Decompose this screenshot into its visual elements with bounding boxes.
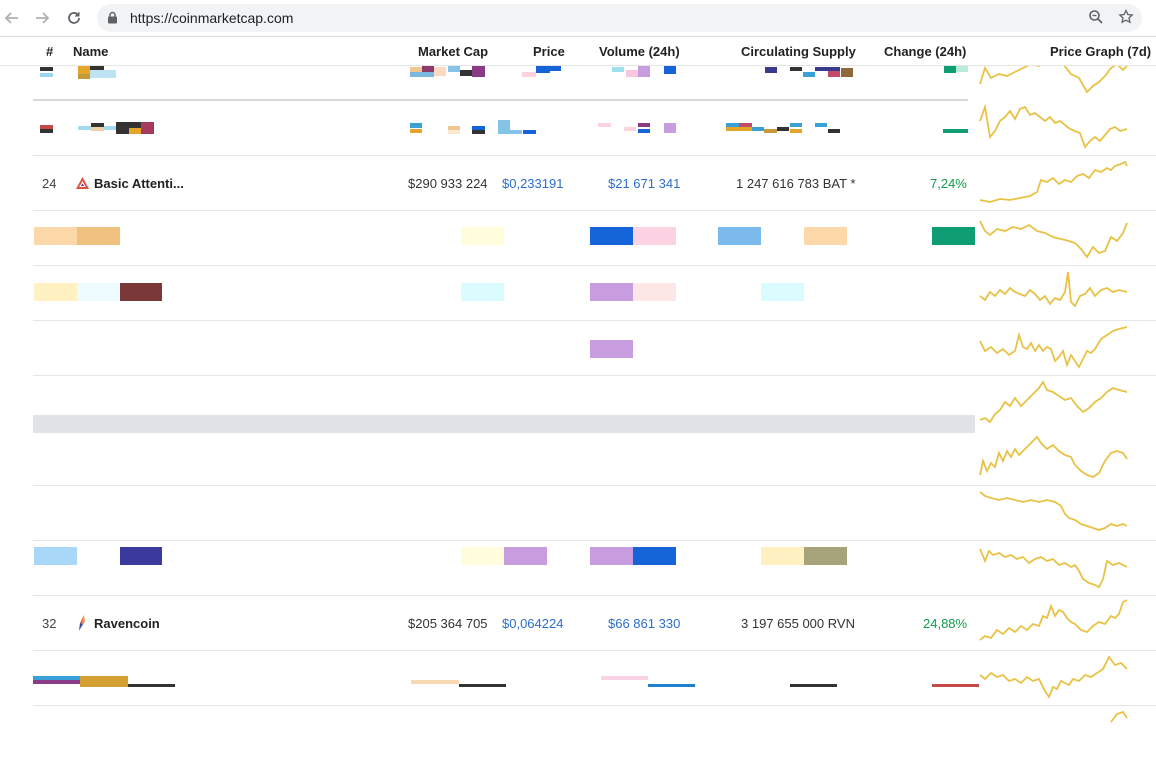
row-rank: 32 [42, 616, 57, 631]
row-divider [33, 99, 968, 101]
row-divider [33, 540, 1156, 541]
address-bar[interactable]: https://coinmarketcap.com [97, 4, 1142, 32]
ravencoin-logo-icon [76, 615, 88, 634]
header-volume[interactable]: Volume (24h) [599, 44, 680, 59]
row-divider [33, 265, 1156, 266]
reload-icon[interactable] [62, 6, 86, 30]
row-price-link[interactable]: $0,233191 [502, 176, 564, 191]
header-supply[interactable]: Circulating Supply [741, 44, 856, 59]
row-supply: 1 247 616 783 BAT * [736, 176, 856, 191]
loading-band [33, 415, 975, 433]
row-name-link[interactable]: Ravencoin [94, 616, 160, 631]
row-volume-link[interactable]: $66 861 330 [608, 616, 681, 631]
row-divider [33, 210, 1156, 211]
row-market-cap: $290 933 224 [408, 176, 488, 191]
browser-toolbar: https://coinmarketcap.com [0, 0, 1156, 37]
back-arrow-icon[interactable] [0, 6, 24, 30]
row-supply: 3 197 655 000 RVN [741, 616, 855, 631]
forward-arrow-icon[interactable] [30, 6, 54, 30]
price-sparkline [979, 103, 1128, 149]
price-sparkline [979, 220, 1128, 259]
lock-icon [107, 11, 118, 27]
row-name-link[interactable]: Basic Attenti... [94, 176, 184, 191]
table-header: # Name Market Cap Price Volume (24h) Cir… [0, 37, 1156, 66]
row-divider [33, 485, 1156, 486]
row-divider [33, 705, 1156, 706]
star-icon[interactable] [1118, 8, 1134, 28]
header-market-cap[interactable]: Market Cap [418, 44, 489, 59]
row-change: 7,24% [930, 176, 967, 191]
row-divider [33, 650, 1156, 651]
price-sparkline [979, 548, 1128, 589]
price-sparkline [1110, 710, 1128, 723]
price-sparkline [979, 435, 1128, 478]
zoom-icon[interactable] [1088, 9, 1104, 28]
row-change: 24,88% [923, 616, 968, 631]
row-price-link[interactable]: $0,064224 [502, 616, 564, 631]
header-change[interactable]: Change (24h) [884, 44, 967, 59]
row-market-cap: $205 364 705 [408, 616, 488, 631]
price-sparkline [979, 160, 1128, 203]
row-divider [33, 595, 1156, 596]
bat-logo-icon [75, 176, 90, 193]
header-price[interactable]: Price [533, 44, 565, 59]
header-rank[interactable]: # [46, 44, 54, 59]
header-name[interactable]: Name [73, 44, 109, 59]
price-sparkline [979, 599, 1128, 641]
url-text[interactable]: https://coinmarketcap.com [130, 10, 294, 26]
price-sparkline [979, 491, 1128, 531]
price-sparkline [979, 326, 1128, 369]
header-graph: Price Graph (7d) [1050, 44, 1152, 59]
row-rank: 24 [42, 176, 57, 191]
price-sparkline [979, 380, 1128, 424]
price-sparkline [979, 655, 1128, 699]
price-sparkline [979, 271, 1128, 308]
row-divider [33, 375, 1156, 376]
row-volume-link[interactable]: $21 671 341 [608, 176, 681, 191]
row-divider [33, 155, 1156, 156]
row-divider [33, 320, 1156, 321]
